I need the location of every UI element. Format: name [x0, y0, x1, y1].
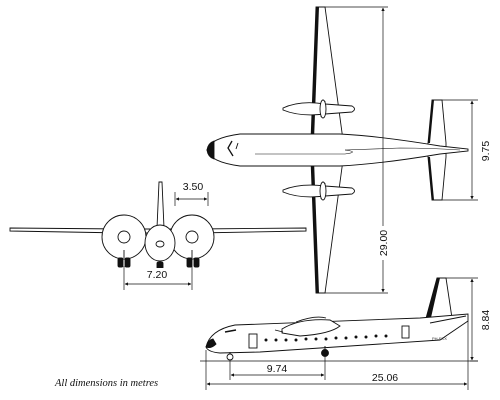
- caption: All dimensions in metres: [54, 378, 158, 389]
- dim-propeller-spacing: 3.50: [183, 181, 204, 193]
- plan-view: [206, 6, 469, 294]
- dim-overall-length: 25.06: [372, 372, 398, 384]
- registration-mark: PH-EXX: [432, 336, 447, 341]
- plan-nacelle-upper: [282, 102, 355, 116]
- plan-nacelle-lower: [282, 184, 355, 198]
- dim-wheelbase: 9.74: [267, 363, 288, 375]
- dim-main-gear-track: 7.20: [147, 269, 168, 281]
- side-fuselage: [205, 313, 469, 354]
- side-view: [205, 277, 469, 361]
- side-nacelle: [281, 319, 341, 337]
- dim-tailplane-span: 9.75: [480, 141, 492, 162]
- front-fin: [156, 181, 165, 229]
- side-windows: [264, 334, 388, 342]
- dim-wingspan: 29.00: [378, 230, 390, 256]
- front-view: [9, 181, 307, 270]
- dim-overall-height: 8.84: [480, 310, 492, 331]
- plan-fuselage: [206, 133, 469, 167]
